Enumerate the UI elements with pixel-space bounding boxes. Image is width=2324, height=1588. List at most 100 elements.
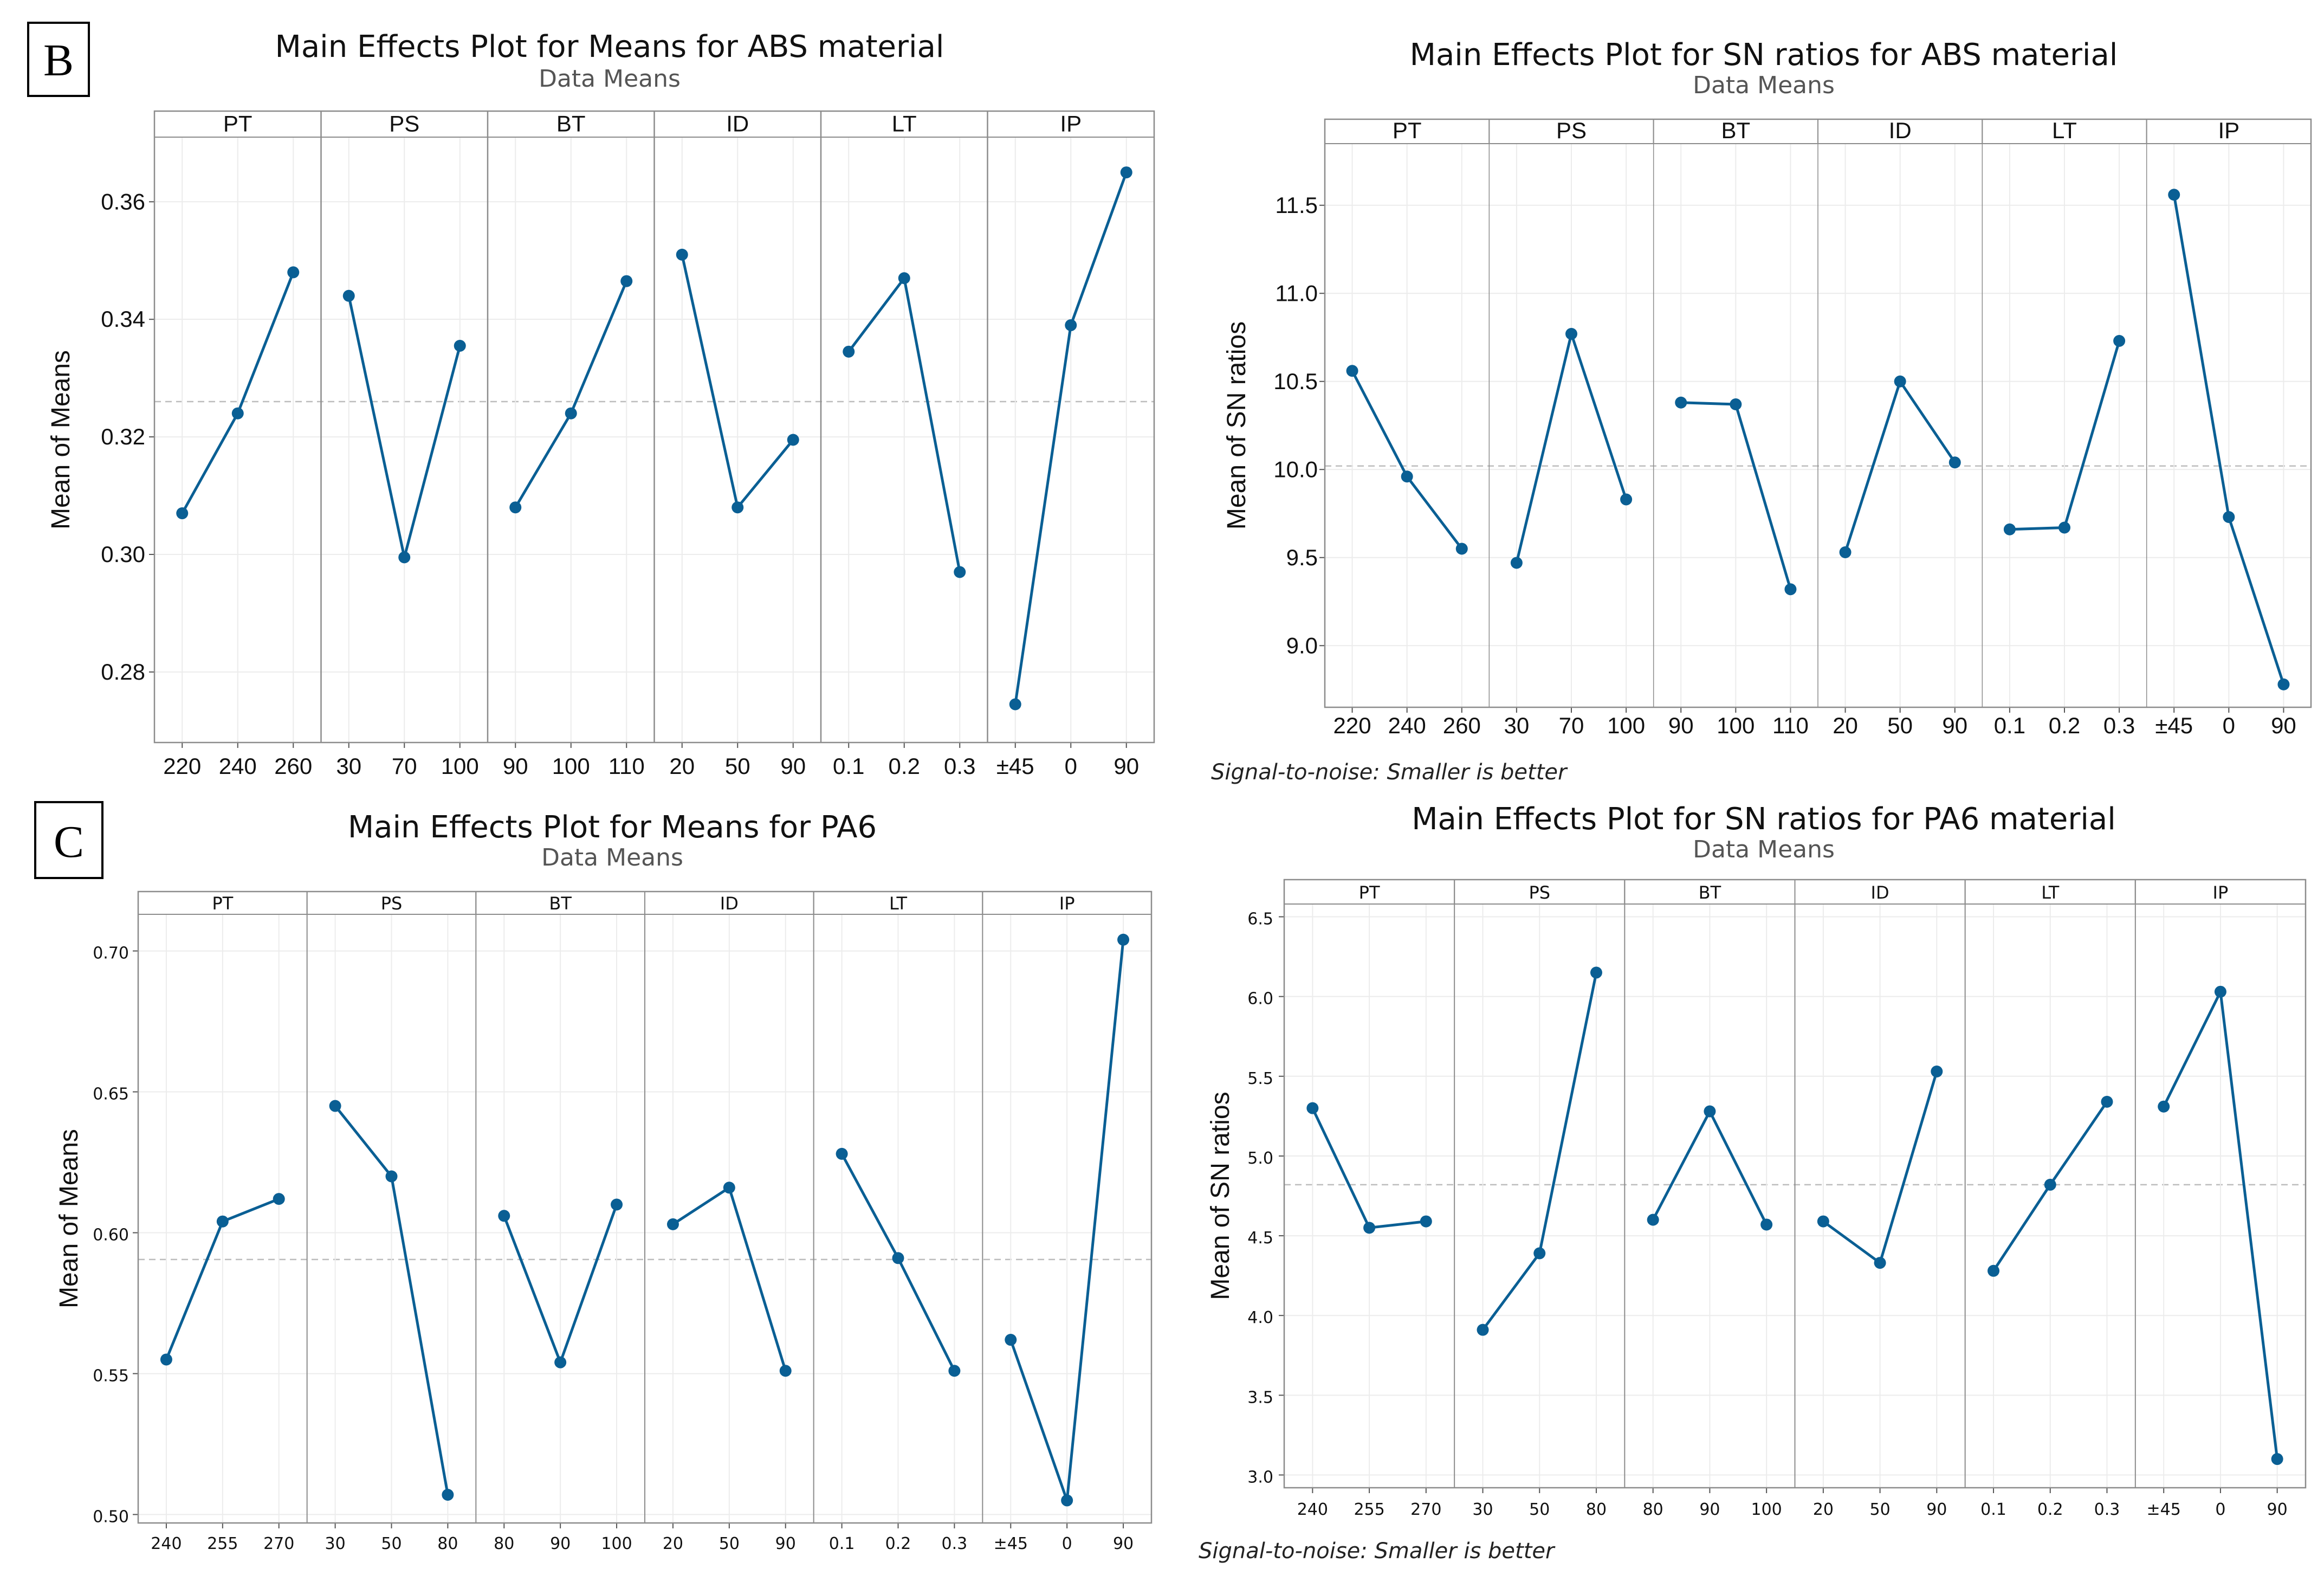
y-tick-label: 0.34 xyxy=(101,306,145,332)
panel-factor-label: LT xyxy=(892,111,917,136)
data-point-bt-0 xyxy=(498,1210,510,1222)
panel-factor-label: ID xyxy=(720,893,739,914)
panel-ps: PS 30 50 80 xyxy=(306,891,477,1553)
panel-id: ID 20 50 90 xyxy=(653,111,821,779)
panel-factor-label: PS xyxy=(389,111,419,136)
panel-id: ID 20 50 90 xyxy=(1794,879,1966,1519)
data-point-lt-2 xyxy=(2113,335,2126,347)
data-point-bt-1 xyxy=(1704,1105,1716,1118)
panel-factor-label: LT xyxy=(2052,118,2077,143)
x-tick-label: 90 xyxy=(1668,713,1694,738)
data-point-id-1 xyxy=(731,501,744,514)
panel-strip xyxy=(644,891,814,915)
panel-ps: PS 30 50 80 xyxy=(1454,879,1626,1519)
y-tick-label: 6.0 xyxy=(1247,990,1273,1009)
x-tick-label: 100 xyxy=(1751,1500,1782,1519)
plot-frame xyxy=(137,890,1153,1524)
x-tick-label: 260 xyxy=(1443,713,1481,738)
x-tick-label: 220 xyxy=(163,753,201,779)
x-tick-label: 30 xyxy=(336,753,361,779)
y-tick-label: 0.30 xyxy=(101,541,145,567)
chart-abs-means: B Main Effects Plot for Means for ABS mat… xyxy=(27,22,1155,779)
data-point-bt-2 xyxy=(611,1198,623,1211)
data-point-ip-1 xyxy=(2223,511,2235,523)
data-point-ps-2 xyxy=(1620,493,1633,506)
x-tick-label: 50 xyxy=(381,1534,402,1553)
panel-lt: LT 0.1 0.2 0.3 xyxy=(820,111,988,779)
panel-bt: BT 90 100 110 xyxy=(487,111,655,779)
panel-lt: LT 0.1 0.2 0.3 xyxy=(1982,118,2147,738)
panel-factor-label: PT xyxy=(1359,882,1380,903)
data-point-lt-0 xyxy=(1988,1264,2000,1277)
panel-pt: PT 220 240 260 xyxy=(154,111,322,779)
x-tick-label: 20 xyxy=(1833,713,1858,738)
x-tick-label: 100 xyxy=(1717,713,1755,738)
chart-pa6-means: C Main Effects Plot for Means for PA6Data… xyxy=(34,801,1153,1553)
y-tick-label: 0.36 xyxy=(101,189,145,214)
panel-pt: PT 220 240 260 xyxy=(1324,118,1490,738)
y-axis-label: Mean of SN ratios xyxy=(1206,1092,1235,1300)
panel-ps: PS 30 70 100 xyxy=(1488,118,1654,738)
x-tick-label: 90 xyxy=(2267,1500,2288,1519)
panel-ip: IP ±45 0 90 xyxy=(987,111,1155,779)
y-tick-label: 9.5 xyxy=(1286,545,1318,570)
data-point-id-2 xyxy=(1948,456,1961,469)
x-tick-label: 30 xyxy=(325,1534,346,1553)
chart-abs-sn: Main Effects Plot for SN ratios for ABS … xyxy=(1211,37,2312,785)
panel-bt: BT 80 90 100 xyxy=(475,891,645,1553)
x-tick-label: 80 xyxy=(494,1534,514,1553)
x-tick-label: 0 xyxy=(1065,753,1077,779)
data-point-id-2 xyxy=(787,434,799,446)
x-tick-label: 50 xyxy=(725,753,750,779)
chart-subtitle: Data Means xyxy=(1693,836,1835,863)
data-point-ip-1 xyxy=(1061,1494,1073,1507)
x-tick-label: 30 xyxy=(1504,713,1530,738)
x-tick-label: 0.2 xyxy=(885,1534,911,1553)
chart-title: Main Effects Plot for Means for ABS mate… xyxy=(275,29,944,64)
x-tick-label: 20 xyxy=(1813,1500,1834,1519)
x-tick-label: 70 xyxy=(1559,713,1584,738)
panel-factor-label: IP xyxy=(2213,882,2229,903)
data-point-bt-2 xyxy=(1760,1218,1773,1231)
chart-title: Main Effects Plot for SN ratios for ABS … xyxy=(1410,37,2118,73)
y-tick-label: 0.70 xyxy=(93,944,129,963)
x-tick-label: 90 xyxy=(1114,753,1139,779)
data-point-ip-1 xyxy=(2214,985,2226,998)
panel-factor-label: LT xyxy=(889,893,907,914)
data-point-ip-2 xyxy=(2277,678,2290,690)
y-tick-label: 5.0 xyxy=(1247,1149,1273,1168)
plot-frame xyxy=(1283,879,2307,1489)
panel-factor-label: BT xyxy=(1699,882,1721,903)
x-tick-label: 0.2 xyxy=(889,753,920,779)
data-point-lt-2 xyxy=(2101,1095,2113,1108)
data-point-ps-1 xyxy=(385,1170,398,1183)
x-tick-label: 90 xyxy=(1942,713,1967,738)
data-point-bt-1 xyxy=(565,407,577,419)
x-tick-label: 110 xyxy=(608,753,645,779)
data-point-id-1 xyxy=(1894,375,1906,388)
data-point-ip-0 xyxy=(2158,1100,2170,1113)
x-tick-label: 255 xyxy=(207,1534,238,1553)
data-point-ip-2 xyxy=(2271,1453,2283,1466)
chart-footnote: Signal-to-noise: Smaller is better xyxy=(1199,1539,1556,1564)
y-tick-label: 6.5 xyxy=(1247,910,1273,929)
panel-factor-label: IP xyxy=(1059,893,1075,914)
x-tick-label: 90 xyxy=(550,1534,571,1553)
x-tick-label: 80 xyxy=(1586,1500,1607,1519)
y-tick-label: 3.5 xyxy=(1247,1388,1273,1407)
panel-factor-label: PS xyxy=(1556,118,1587,143)
panel-ip: IP ±45 0 90 xyxy=(982,891,1153,1553)
data-point-pt-1 xyxy=(231,407,244,419)
x-tick-label: 270 xyxy=(1410,1500,1441,1519)
data-point-ps-1 xyxy=(1533,1247,1546,1260)
panel-ip: IP ±45 0 90 xyxy=(2146,118,2312,738)
data-point-ps-0 xyxy=(1477,1324,1489,1336)
panel-strip xyxy=(320,111,488,138)
panel-factor-label: LT xyxy=(2041,882,2059,903)
data-point-ip-0 xyxy=(2168,189,2180,201)
x-tick-label: 0 xyxy=(1062,1534,1072,1553)
y-axis-label: Mean of Means xyxy=(47,350,75,530)
data-point-ps-2 xyxy=(454,339,466,352)
y-tick-label: 4.0 xyxy=(1247,1308,1273,1327)
